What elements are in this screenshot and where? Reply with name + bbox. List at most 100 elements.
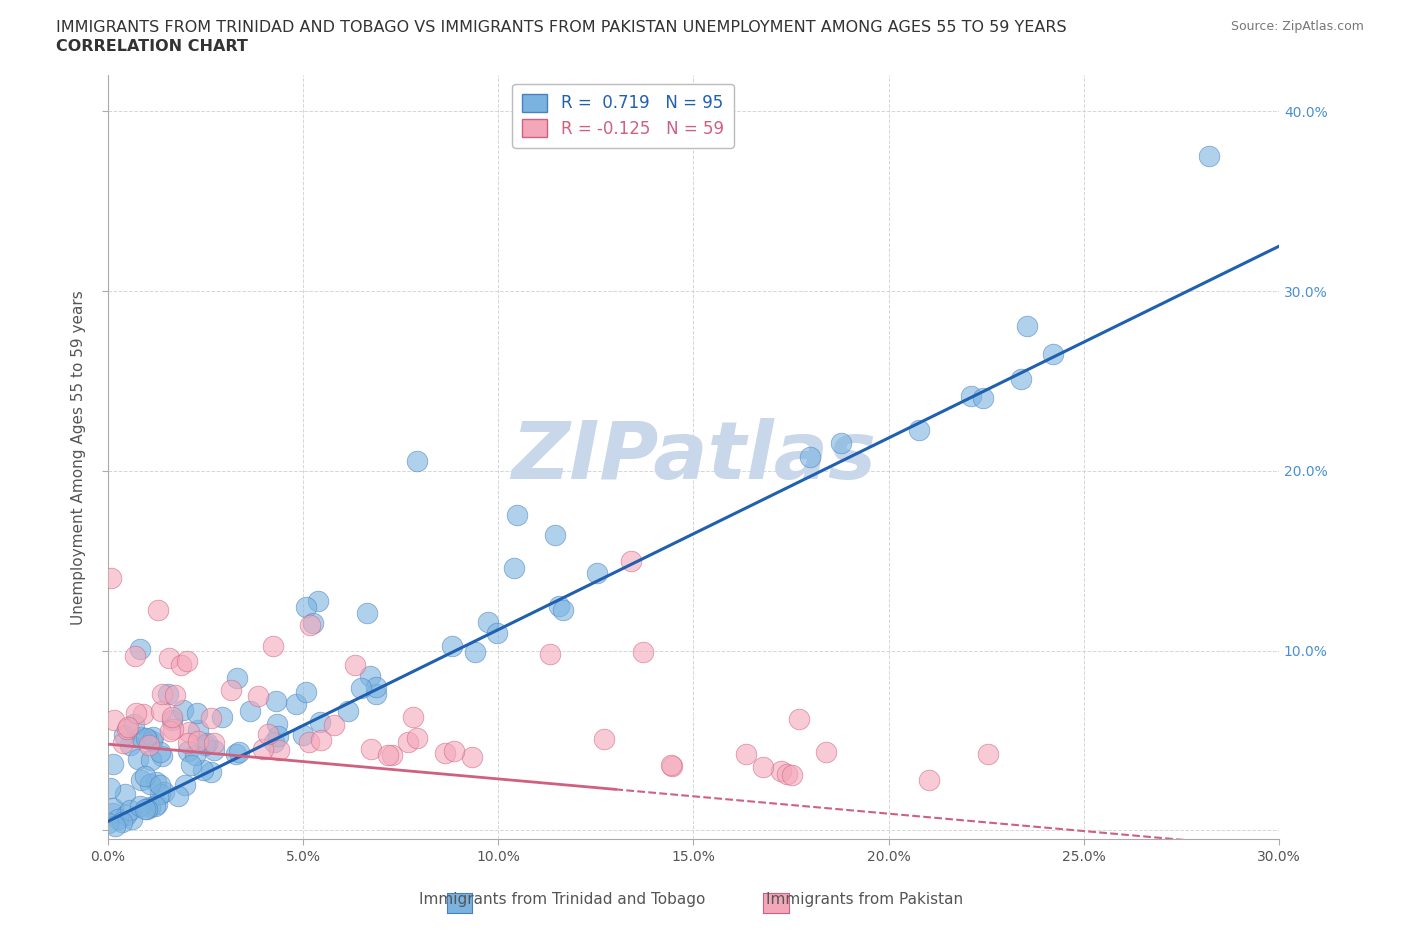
- Point: [406, 730, 429, 745]
- Point: [176, 654, 198, 669]
- Point: [246, 688, 269, 703]
- Point: [770, 764, 793, 778]
- Point: [160, 710, 183, 724]
- Point: [149, 703, 172, 718]
- Point: [97, 816, 120, 830]
- Point: [551, 603, 574, 618]
- Point: [183, 748, 205, 763]
- Point: [124, 649, 146, 664]
- Text: Source: ZipAtlas.com: Source: ZipAtlas.com: [1230, 20, 1364, 33]
- Point: [114, 787, 136, 802]
- Point: [141, 733, 163, 748]
- Point: [503, 560, 526, 575]
- Point: [266, 693, 288, 708]
- Point: [117, 719, 139, 734]
- Point: [226, 671, 249, 685]
- Point: [149, 777, 172, 792]
- Point: [100, 570, 122, 585]
- Point: [101, 801, 124, 816]
- Point: [360, 742, 382, 757]
- Point: [149, 787, 172, 802]
- Point: [506, 508, 529, 523]
- Point: [752, 760, 775, 775]
- Point: [128, 642, 150, 657]
- Point: [443, 743, 465, 758]
- Point: [167, 789, 190, 804]
- Point: [98, 780, 121, 795]
- Point: [142, 729, 165, 744]
- Point: [464, 644, 486, 659]
- Point: [132, 706, 155, 721]
- Point: [101, 756, 124, 771]
- Point: [150, 749, 173, 764]
- Point: [150, 687, 173, 702]
- Point: [131, 729, 153, 744]
- Point: [1198, 149, 1220, 164]
- Point: [972, 391, 994, 405]
- Point: [162, 722, 184, 737]
- Point: [145, 775, 167, 790]
- Point: [194, 737, 217, 752]
- Point: [187, 734, 209, 749]
- Point: [364, 679, 387, 694]
- Point: [547, 598, 569, 613]
- Point: [139, 777, 162, 791]
- Point: [172, 703, 194, 718]
- Point: [156, 686, 179, 701]
- Y-axis label: Unemployment Among Ages 55 to 59 years: Unemployment Among Ages 55 to 59 years: [72, 290, 86, 625]
- Point: [377, 748, 399, 763]
- Point: [118, 737, 141, 752]
- Point: [165, 688, 187, 703]
- Point: [776, 766, 799, 781]
- Point: [364, 686, 387, 701]
- Point: [814, 745, 837, 760]
- Point: [830, 435, 852, 450]
- Point: [112, 735, 135, 750]
- Point: [309, 714, 332, 729]
- Point: [202, 742, 225, 757]
- Point: [960, 389, 983, 404]
- Point: [146, 603, 169, 618]
- Point: [120, 803, 142, 817]
- Point: [780, 768, 803, 783]
- Point: [186, 706, 208, 721]
- Point: [157, 651, 180, 666]
- Point: [631, 644, 654, 659]
- Point: [977, 747, 1000, 762]
- Point: [343, 658, 366, 672]
- Point: [262, 639, 284, 654]
- Point: [284, 697, 307, 711]
- Point: [323, 718, 346, 733]
- Point: [659, 758, 682, 773]
- Point: [586, 565, 609, 580]
- Point: [477, 615, 499, 630]
- Point: [177, 736, 200, 751]
- Point: [544, 527, 567, 542]
- Point: [1042, 346, 1064, 361]
- Point: [125, 705, 148, 720]
- Point: [396, 735, 419, 750]
- Point: [115, 808, 138, 823]
- Point: [174, 777, 197, 792]
- Point: [298, 735, 321, 750]
- Point: [406, 453, 429, 468]
- Point: [263, 735, 285, 750]
- Legend: R =  0.719   N = 95, R = -0.125   N = 59: R = 0.719 N = 95, R = -0.125 N = 59: [512, 84, 734, 148]
- Point: [191, 763, 214, 777]
- Point: [121, 811, 143, 826]
- Point: [295, 600, 318, 615]
- Text: Immigrants from Pakistan: Immigrants from Pakistan: [766, 892, 963, 907]
- Point: [1015, 319, 1038, 334]
- Point: [336, 704, 359, 719]
- Point: [309, 733, 332, 748]
- Text: Immigrants from Trinidad and Tobago: Immigrants from Trinidad and Tobago: [419, 892, 706, 907]
- Point: [135, 730, 157, 745]
- Point: [139, 753, 162, 768]
- Point: [485, 626, 508, 641]
- Point: [138, 737, 160, 752]
- Point: [180, 758, 202, 773]
- Point: [350, 681, 373, 696]
- Point: [122, 716, 145, 731]
- Point: [592, 732, 614, 747]
- Point: [228, 745, 250, 760]
